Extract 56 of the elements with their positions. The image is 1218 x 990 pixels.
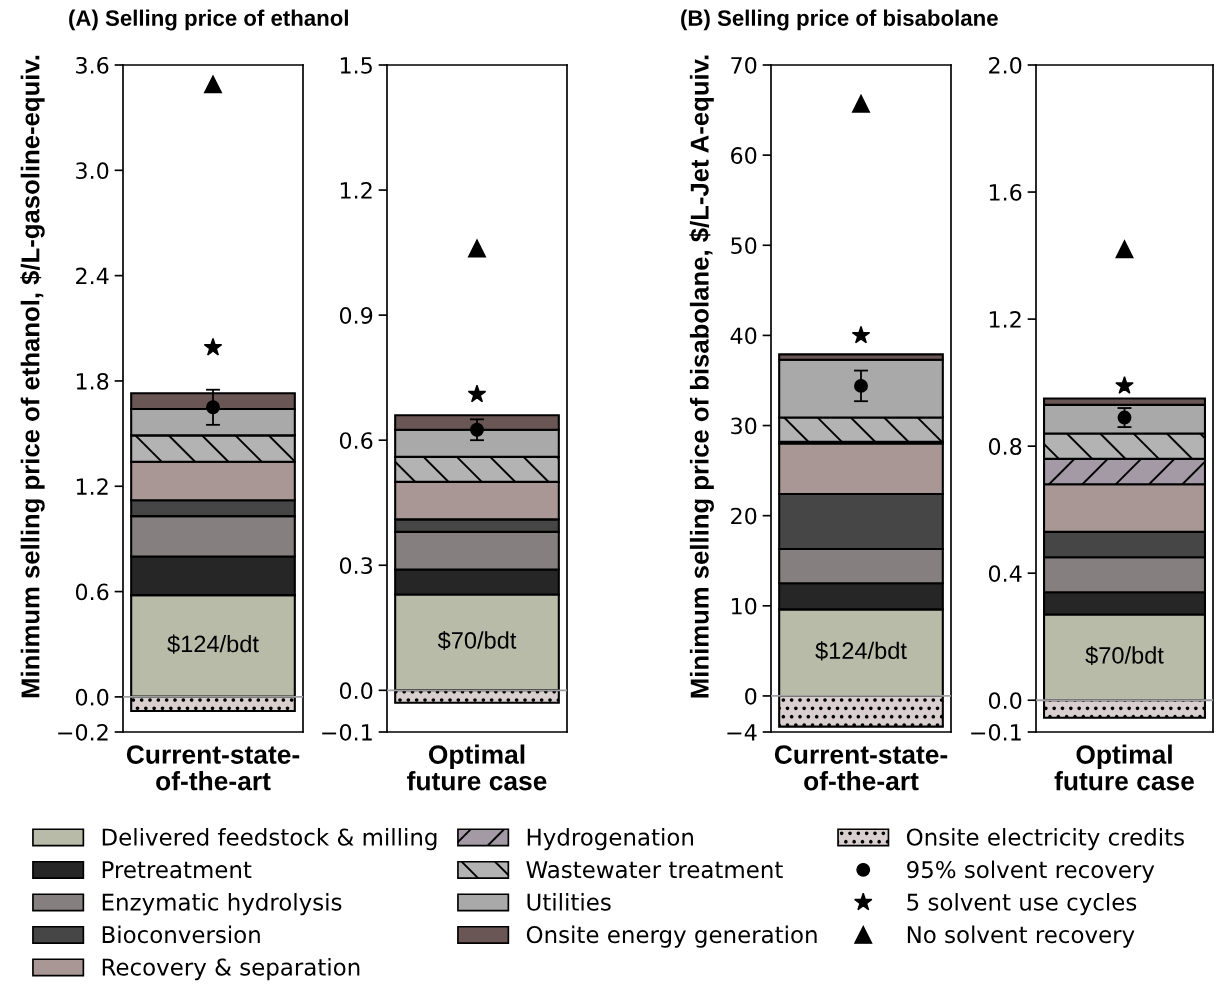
y-tick-label: −0.1 [971,723,1021,741]
legend-label: Recovery & separation [102,958,360,981]
y-tick-label: 1.6 [989,184,1022,201]
y-tick-label: 2.4 [76,267,109,285]
legend-label: Onsite electricity credits [906,828,1184,851]
y-tick-label: −0.2 [58,723,108,741]
y-axis-title: Minimum selling price of ethanol, $/L-gasoline-equiv. [20,55,45,698]
legend-label: Delivered feedstock & milling [102,828,437,851]
y-tick-label: 50 [731,237,757,255]
x-tick-label: Optimal future case [407,744,547,791]
legend-label: Utilities [527,893,611,911]
y-tick-label: 3.0 [76,162,109,180]
legend-label: Bioconversion [102,925,260,944]
y-tick-label: −0.1 [322,723,372,741]
y-tick-label: 3.6 [76,56,109,74]
y-tick-label: 1.2 [340,182,372,199]
legend-label: No solvent recovery [907,925,1135,948]
y-tick-label: 1.5 [340,57,372,74]
chart-title: (A) Selling price of ethanol [69,9,348,31]
annotation: $124/bdt [167,634,259,654]
y-tick-label: 0.6 [75,583,109,601]
y-tick-label: 0.8 [988,438,1022,455]
y-tick-label: 0 [745,687,757,705]
y-tick-label: 0.3 [339,557,373,575]
y-tick-label: 30 [731,417,757,435]
x-tick-label: Optimal future case [1054,744,1194,791]
y-tick-label: 0.6 [339,432,373,449]
annotation: $124/bdt [815,641,907,661]
y-tick-label: 1.2 [989,311,1021,328]
y-tick-label: 0.0 [988,692,1022,709]
y-tick-label: 20 [731,507,757,525]
y-tick-label: 60 [731,147,757,164]
y-tick-label: 40 [730,327,757,345]
y-tick-label: 0.9 [339,307,373,324]
y-tick-label: −4 [727,724,757,741]
legend-label: Hydrogenation [527,828,693,851]
legend-label: 95% solvent recovery [907,860,1155,883]
y-tick-label: 10 [731,597,757,615]
y-tick-label: 1.8 [76,372,109,390]
chart-title: (B) Selling price of bisabolane [681,9,998,31]
legend-label: Enzymatic hydrolysis [102,893,342,916]
legend-label: Wastewater treatment [526,861,783,879]
y-tick-label: 2.0 [989,56,1022,74]
y-tick-label: 0.0 [339,682,373,700]
y-axis-title: Minimum selling price of bisabolane, $/L-Jet A-equiv. [689,55,714,698]
y-tick-label: 0.4 [988,565,1022,582]
annotation: $70/bdt [437,631,517,651]
legend-label: Onsite energy generation [526,925,817,948]
y-tick-label: 1.2 [76,478,108,495]
y-tick-label: 70 [731,56,757,74]
x-tick-label: Current-state- of-the-art [126,745,300,791]
annotation: $70/bdt [1085,645,1164,666]
legend-label: Pretreatment [102,861,252,879]
x-tick-label: Current-state- of-the-art [774,745,948,791]
y-tick-label: 0.0 [75,688,109,706]
legend-label: 5 solvent use cycles [907,893,1137,916]
